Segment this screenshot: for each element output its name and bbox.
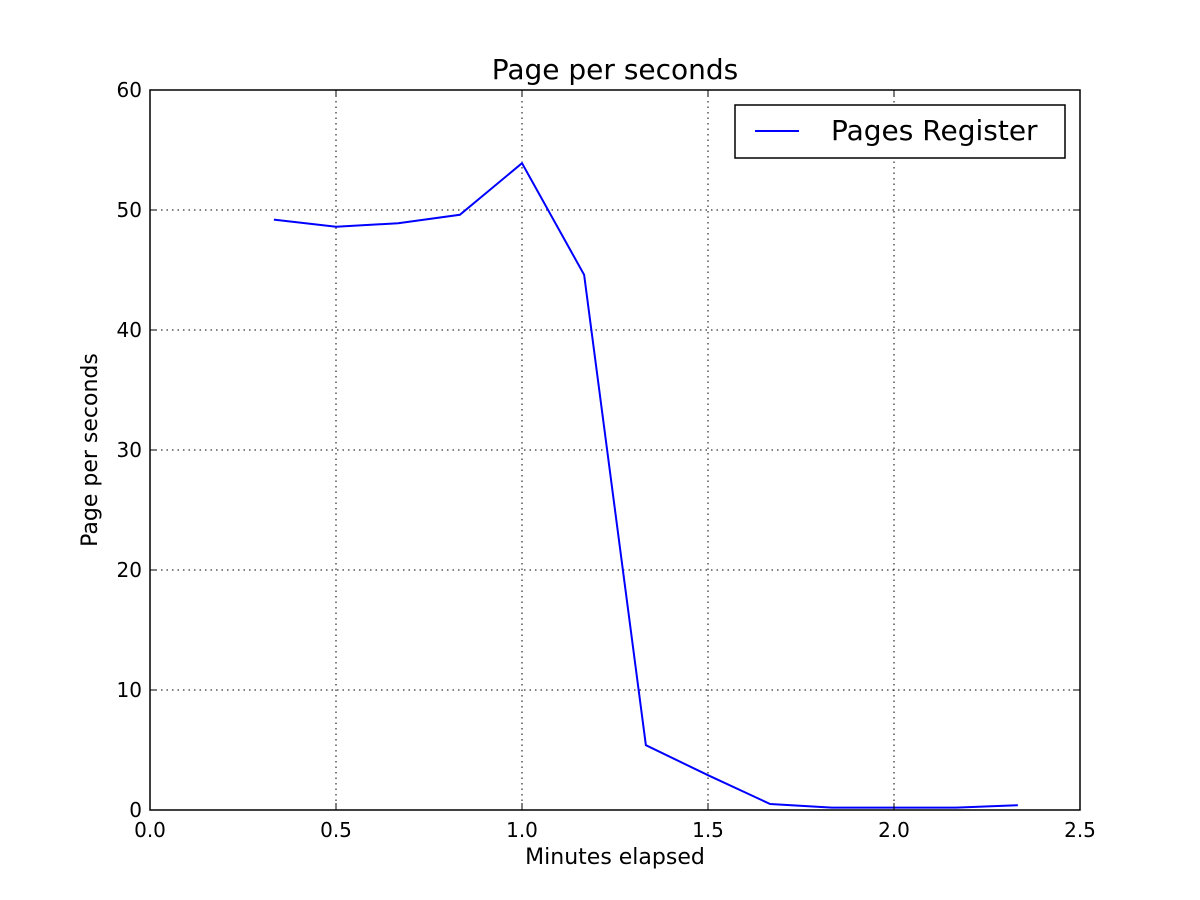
chart-title: Page per seconds: [492, 53, 739, 86]
y-tick-label: 10: [117, 678, 142, 702]
x-tick-label: 1.0: [506, 818, 538, 842]
plot-area: [150, 90, 1080, 810]
y-tick-label: 50: [117, 198, 142, 222]
y-tick-label: 40: [117, 318, 142, 342]
x-tick-label: 1.5: [692, 818, 724, 842]
y-tick-labels: 0 10 20 30 40 50 60: [117, 78, 142, 822]
x-tick-labels: 0.0 0.5 1.0 1.5 2.0 2.5: [134, 818, 1096, 842]
y-tick-label: 20: [117, 558, 142, 582]
x-tick-label: 0.5: [320, 818, 352, 842]
x-axis-title: Minutes elapsed: [525, 845, 705, 870]
y-tick-label: 60: [117, 78, 142, 102]
tick-marks: [149, 89, 1081, 811]
y-tick-label: 30: [117, 438, 142, 462]
y-axis-title: Page per seconds: [78, 353, 103, 547]
x-tick-label: 2.5: [1064, 818, 1096, 842]
legend-label-pages-register: Pages Register: [831, 114, 1038, 147]
x-tick-label: 0.0: [134, 818, 166, 842]
x-tick-label: 2.0: [878, 818, 910, 842]
legend: Pages Register: [734, 104, 1066, 159]
y-tick-label: 0: [129, 798, 142, 822]
